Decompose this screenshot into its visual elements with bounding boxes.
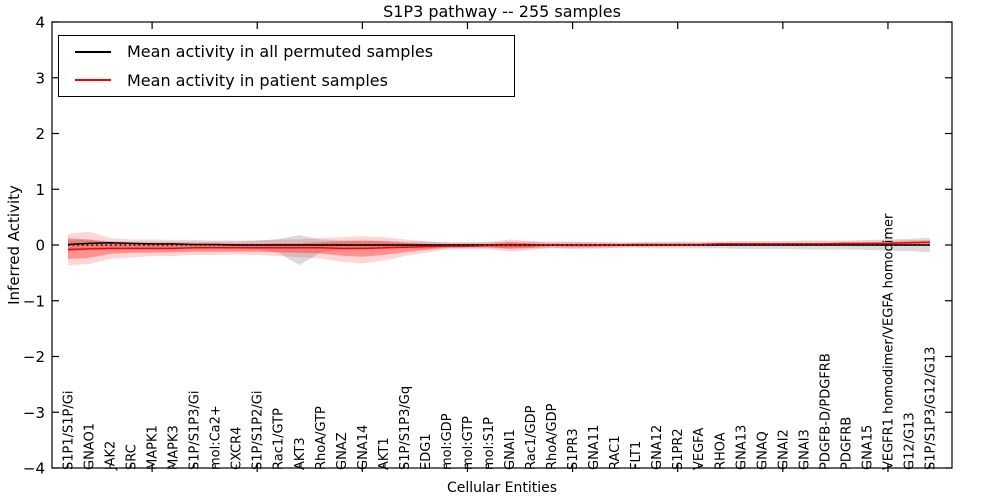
- y-axis-label: Inferred Activity: [5, 185, 23, 305]
- x-category-label: Rac1/GDP: [524, 405, 539, 470]
- x-category-label: RhoA/GTP: [314, 406, 329, 470]
- x-category-label: GNAQ: [755, 431, 770, 470]
- x-category-label: mol:GTP: [461, 416, 476, 470]
- x-category-label: S1PR3: [566, 428, 581, 470]
- x-category-label: AKT3: [293, 437, 308, 470]
- x-category-label: mol:S1P: [482, 417, 497, 470]
- patient-line-swatch-icon: [75, 79, 111, 82]
- x-category-label: S1P/S1P2/Gi: [251, 391, 266, 470]
- x-category-label: CXCR4: [230, 427, 245, 470]
- band-patient-samples-std-outer: [68, 231, 930, 266]
- legend-entry-permuted: Mean activity in all permuted samples: [59, 39, 514, 65]
- x-category-label: GNAO1: [83, 423, 98, 470]
- chart-title: S1P3 pathway -- 255 samples: [383, 2, 621, 21]
- x-category-label: JAK2: [104, 441, 119, 471]
- y-tick-label: 0: [35, 237, 45, 255]
- x-category-label: GNA11: [587, 425, 602, 470]
- x-category-label: PDGFRB: [839, 417, 854, 470]
- x-category-label: GNAI2: [776, 429, 791, 470]
- x-category-label: S1PR2: [671, 428, 686, 470]
- legend: Mean activity in all permuted samples Me…: [58, 35, 515, 97]
- legend-label-patient: Mean activity in patient samples: [127, 70, 388, 90]
- x-category-label: GNAI3: [797, 429, 812, 470]
- y-tick-label: −2: [23, 348, 45, 366]
- y-tick-label: 4: [35, 14, 45, 32]
- x-category-label: PDGFB-D/PDGFRB: [818, 353, 833, 470]
- y-tick-label: −3: [23, 404, 45, 422]
- x-category-label: VEGFR1 homodimer/VEGFA homodimer: [881, 213, 896, 470]
- x-axis-label: Cellular Entities: [446, 480, 558, 496]
- x-category-label: S1P1/S1P/Gi: [62, 391, 77, 470]
- x-category-label: GNA13: [734, 425, 749, 470]
- x-category-label: EDG1: [419, 433, 434, 470]
- x-category-label: FLT1: [629, 441, 644, 470]
- x-category-label: mol:Ca2+: [209, 405, 224, 470]
- x-category-label: S1P/S1P3/Gq: [398, 386, 413, 470]
- x-category-label: SRC: [125, 444, 140, 470]
- legend-entry-patient: Mean activity in patient samples: [59, 67, 514, 93]
- x-category-label: RAC1: [608, 435, 623, 470]
- x-category-label: RhoA/GDP: [545, 403, 560, 470]
- x-category-label: S1P/S1P3/Gi: [188, 391, 203, 470]
- band-permuted-samples-std: [68, 234, 930, 266]
- x-category-label: G12/G13: [902, 412, 917, 470]
- x-category-label: S1P/S1P3/G12/G13: [924, 347, 939, 470]
- y-tick-label: −4: [23, 460, 45, 478]
- x-category-label: MAPK3: [167, 425, 182, 470]
- y-tick-label: 2: [35, 125, 45, 143]
- y-tick-label: −1: [23, 292, 45, 310]
- y-tick-label: 1: [35, 181, 45, 199]
- x-category-label: GNA15: [860, 425, 875, 470]
- permuted-line-swatch-icon: [75, 50, 111, 53]
- x-category-label: MAPK1: [146, 425, 161, 470]
- x-category-label: Rac1/GTP: [272, 408, 287, 470]
- legend-label-permuted: Mean activity in all permuted samples: [127, 42, 434, 62]
- x-category-label: AKT1: [377, 437, 392, 470]
- x-category-label: GNAI1: [503, 429, 518, 470]
- x-category-label: VEGFA: [692, 428, 707, 470]
- x-category-label: mol:GDP: [440, 413, 455, 470]
- series-line-patient: [67, 241, 931, 251]
- x-category-label: RHOA: [713, 432, 728, 470]
- x-category-label: GNAZ: [335, 432, 350, 470]
- y-tick-label: 3: [35, 69, 45, 87]
- x-category-label: GNA12: [650, 425, 665, 470]
- x-category-label: GNA14: [356, 425, 371, 470]
